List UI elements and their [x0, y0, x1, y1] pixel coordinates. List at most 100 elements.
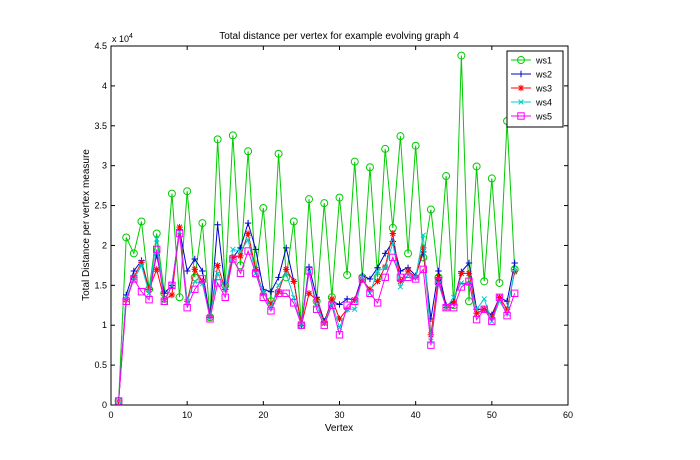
series-layer	[114, 51, 519, 406]
data-point-ws1	[487, 174, 496, 183]
data-point-ws1	[175, 293, 184, 302]
data-point-ws3	[130, 274, 138, 281]
data-point-ws3	[313, 296, 320, 303]
data-point-ws3	[465, 270, 473, 277]
data-point-ws4	[153, 236, 160, 242]
data-point-ws1	[320, 199, 329, 208]
data-point-ws4	[382, 265, 388, 271]
data-point-ws1	[129, 249, 138, 258]
data-point-ws5	[267, 307, 275, 315]
data-point-ws4	[420, 232, 427, 238]
data-point-ws5	[480, 305, 488, 313]
data-point-ws3	[275, 288, 282, 295]
data-point-ws2	[183, 267, 191, 275]
data-point-ws3	[450, 299, 457, 307]
data-point-ws3	[389, 230, 397, 237]
data-point-ws3	[214, 262, 221, 269]
data-point-ws1	[236, 261, 245, 270]
data-point-ws3	[404, 267, 412, 275]
y-axis-ticks: 0 0.5 1 1.5 2 2.5 3 3.5 4 4.5	[94, 41, 568, 410]
legend-label: ws2	[535, 70, 552, 80]
data-point-ws3	[244, 230, 252, 237]
legend-marker	[518, 99, 524, 105]
data-point-ws3	[328, 295, 336, 303]
data-point-ws2	[161, 290, 168, 297]
data-point-ws2	[343, 295, 351, 303]
data-point-ws3	[191, 266, 198, 273]
data-point-ws5	[396, 273, 405, 282]
data-point-ws5	[175, 229, 184, 238]
data-point-ws3	[435, 274, 442, 281]
data-point-ws1	[228, 131, 237, 140]
data-point-ws5	[411, 275, 420, 283]
data-point-ws2	[465, 259, 473, 267]
data-point-ws4	[511, 266, 518, 273]
data-point-ws5	[419, 265, 427, 274]
data-point-ws1	[289, 217, 298, 226]
data-point-ws4	[275, 282, 282, 289]
data-point-ws5	[503, 311, 511, 320]
data-point-ws5	[457, 283, 466, 291]
data-point-ws1	[167, 189, 176, 198]
legend-entry-ws5: ws5	[511, 112, 552, 122]
x-tick-label: 50	[487, 410, 497, 420]
data-point-ws5	[259, 293, 268, 302]
x-tick-label: 0	[108, 410, 113, 420]
y-tick-label: 0.5	[94, 360, 107, 370]
data-point-ws1	[480, 277, 489, 286]
data-point-ws5	[282, 289, 290, 298]
data-point-ws4	[397, 284, 404, 290]
data-point-ws5	[381, 273, 389, 282]
data-point-ws1	[213, 135, 222, 144]
plot-area	[110, 45, 569, 406]
legend-label: ws3	[535, 84, 552, 94]
data-point-ws3	[145, 286, 153, 293]
data-point-ws2	[366, 275, 374, 283]
y-tick-label: 2	[102, 240, 107, 250]
data-point-ws5	[328, 301, 336, 309]
legend-entry-ws4: ws4	[511, 98, 552, 108]
data-point-ws2	[267, 288, 275, 295]
data-point-ws5	[358, 275, 367, 283]
data-point-ws5	[343, 301, 351, 309]
x-tick-label: 30	[334, 410, 344, 420]
data-point-ws2	[191, 255, 198, 263]
data-point-ws3	[351, 296, 358, 303]
legend-marker	[517, 56, 525, 64]
x-tick-label: 10	[182, 410, 192, 420]
data-point-ws4	[329, 300, 335, 306]
data-point-ws5	[183, 303, 191, 312]
data-point-ws5	[145, 295, 153, 304]
data-point-ws3	[420, 244, 427, 252]
x-tick-label: 20	[258, 410, 268, 420]
data-point-ws5	[191, 285, 199, 294]
data-point-ws3	[290, 278, 297, 285]
series-line-ws5	[118, 233, 516, 402]
data-point-ws3	[397, 278, 404, 285]
legend-marker	[517, 84, 525, 92]
data-point-ws1	[244, 147, 253, 156]
data-point-ws5	[114, 397, 123, 405]
x-axis-label: Vertex	[325, 423, 353, 434]
data-point-ws1	[335, 193, 344, 202]
data-point-ws4	[374, 268, 381, 274]
data-point-ws5	[404, 273, 412, 282]
data-point-ws5	[137, 288, 146, 296]
data-point-ws3	[503, 306, 511, 313]
data-point-ws4	[351, 306, 358, 313]
data-point-ws1	[152, 229, 161, 238]
data-point-ws3	[252, 266, 259, 273]
data-point-ws4	[390, 240, 396, 246]
data-point-ws5	[274, 289, 283, 298]
legend-entry-ws2: ws2	[511, 70, 552, 80]
data-point-ws2	[282, 244, 290, 252]
data-point-ws2	[244, 219, 252, 227]
data-point-ws5	[297, 321, 306, 329]
data-point-ws5	[495, 293, 504, 302]
data-point-ws2	[336, 301, 343, 308]
data-point-ws5	[389, 253, 397, 262]
data-point-ws4	[481, 296, 487, 302]
data-point-ws5	[122, 297, 130, 305]
data-point-ws5	[373, 299, 382, 307]
data-point-ws5	[221, 293, 229, 302]
